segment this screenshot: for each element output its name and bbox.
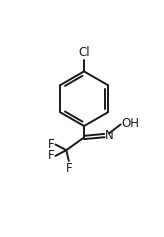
Text: Cl: Cl [78,46,90,59]
Text: F: F [48,138,54,151]
Text: OH: OH [121,117,139,130]
Text: F: F [48,149,54,162]
Text: F: F [65,162,72,175]
Text: N: N [105,129,114,142]
